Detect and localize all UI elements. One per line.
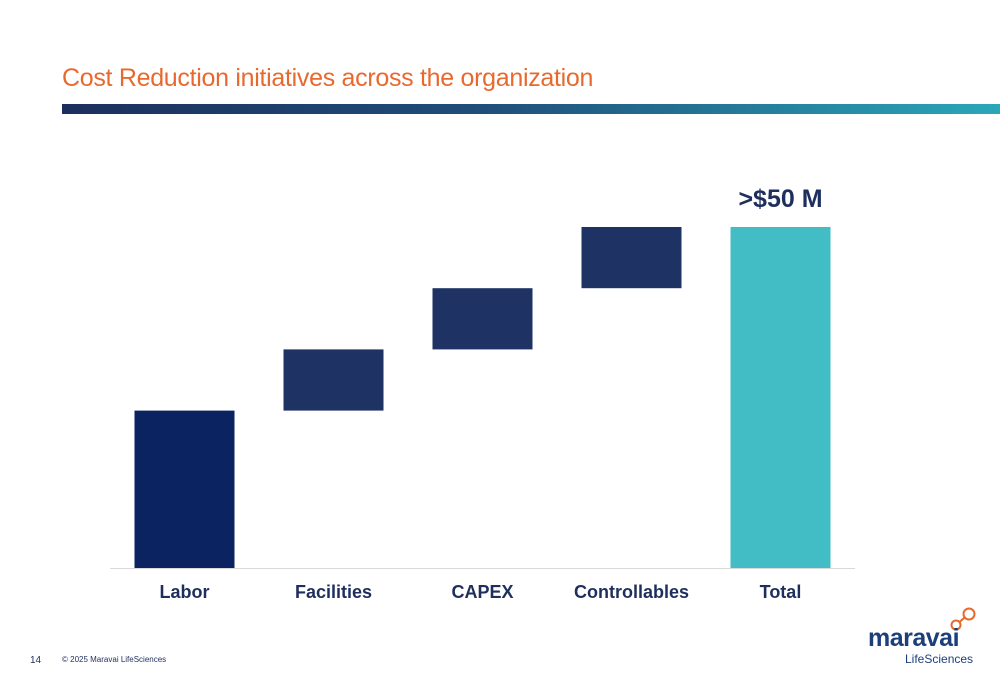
slide-title: Cost Reduction initiatives across the or… xyxy=(62,64,594,92)
copyright-text: © 2025 Maravai LifeSciences xyxy=(62,655,167,664)
page-number: 14 xyxy=(30,655,42,666)
company-logo: maravai LifeSciences xyxy=(868,606,978,668)
bar-total xyxy=(730,227,831,568)
category-label-capex: CAPEX xyxy=(451,582,513,602)
logo-wordmark: maravai xyxy=(868,624,960,652)
bar-facilities xyxy=(283,349,384,411)
category-label-total: Total xyxy=(760,582,802,602)
category-label-labor: Labor xyxy=(159,582,209,602)
bar-labor xyxy=(134,410,235,568)
category-labels-group: Labor Facilities CAPEX Controllables Total >$… xyxy=(159,185,822,602)
bar-controllables xyxy=(581,227,682,289)
logo-tagline: LifeSciences xyxy=(905,652,974,666)
bars-group xyxy=(134,227,831,568)
bar-capex xyxy=(432,288,533,350)
title-rule xyxy=(62,104,1000,114)
total-value-label: >$50 M xyxy=(738,185,822,213)
logo-molecule-icon xyxy=(950,607,976,631)
category-label-facilities: Facilities xyxy=(295,582,372,602)
category-label-controllables: Controllables xyxy=(574,582,689,602)
